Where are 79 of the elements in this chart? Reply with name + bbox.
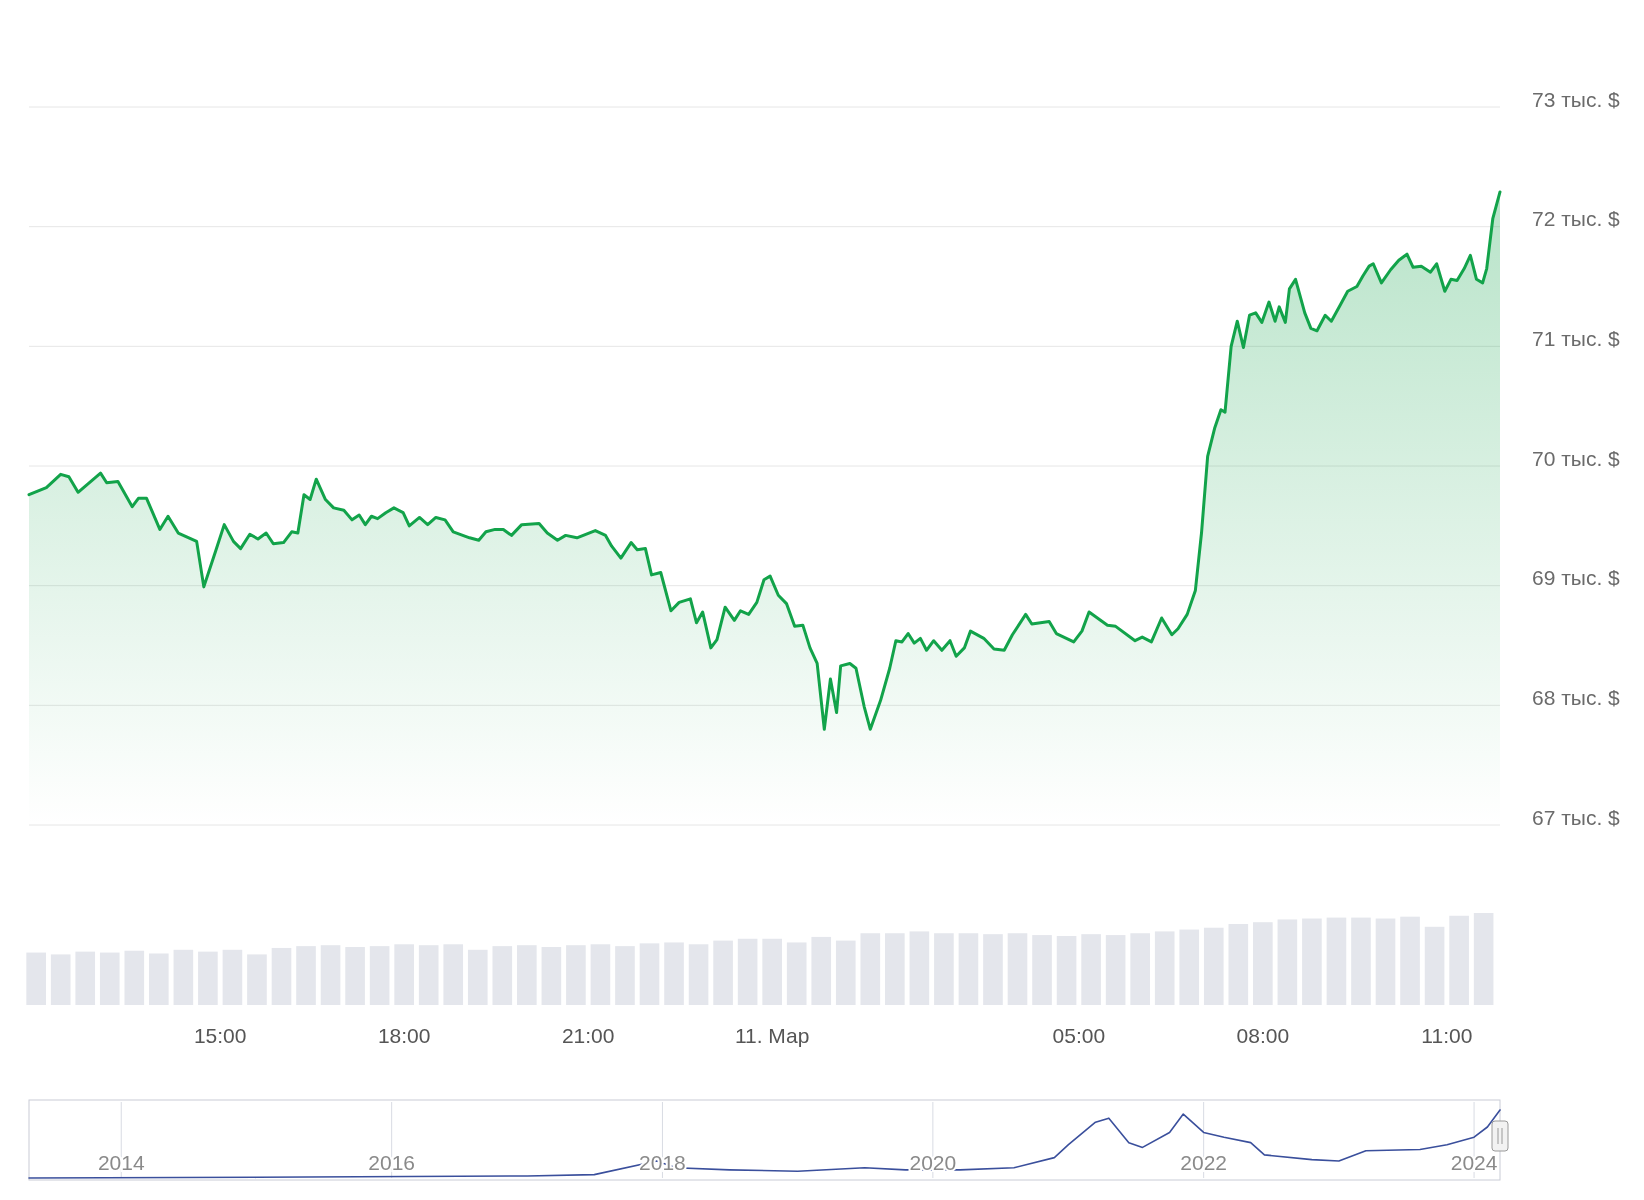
- bar: [443, 944, 464, 1005]
- bar: [1351, 917, 1371, 1005]
- bar: [467, 949, 488, 1005]
- y-tick-label: 70 тыс. $: [1532, 446, 1621, 470]
- x-tick-label: 11:00: [1421, 1024, 1473, 1047]
- bar: [737, 938, 758, 1005]
- bar: [222, 949, 243, 1005]
- bar: [1032, 935, 1052, 1005]
- bar: [1449, 915, 1469, 1005]
- bar: [99, 952, 120, 1005]
- bar: [1179, 929, 1200, 1005]
- x-tick-label: 2022: [1180, 1151, 1228, 1174]
- bar: [1130, 933, 1150, 1005]
- bar: [124, 950, 145, 1005]
- x-tick-label: 18:00: [377, 1024, 431, 1047]
- x-tick-label: 2020: [909, 1151, 957, 1174]
- bar: [762, 938, 782, 1005]
- bar: [1253, 922, 1273, 1005]
- bar: [345, 947, 365, 1005]
- bar: [1424, 926, 1445, 1005]
- bar: [1473, 913, 1494, 1005]
- bar: [909, 931, 930, 1005]
- bar: [1302, 918, 1322, 1005]
- bar: [1228, 924, 1249, 1005]
- y-tick-label: 72 тыс. $: [1532, 207, 1621, 231]
- x-tick-label: 21:00: [561, 1024, 615, 1047]
- y-tick-label: 73 тыс. $: [1532, 87, 1621, 111]
- x-tick-label: 2016: [368, 1151, 416, 1174]
- bar: [566, 945, 586, 1005]
- y-tick-label: 69 тыс. $: [1532, 566, 1621, 590]
- bar: [811, 936, 832, 1005]
- bar: [885, 933, 905, 1005]
- bar: [492, 946, 513, 1005]
- bar: [713, 940, 733, 1005]
- x-tick-label: 11. Мар: [734, 1024, 810, 1047]
- bar: [615, 946, 635, 1005]
- bar: [958, 933, 979, 1005]
- y-tick-label: 68 тыс. $: [1532, 685, 1621, 709]
- bar: [1203, 927, 1224, 1005]
- bar: [1056, 936, 1077, 1005]
- bar: [75, 951, 96, 1005]
- bar: [590, 944, 611, 1005]
- bar: [173, 949, 194, 1005]
- x-tick-label: 15:00: [193, 1024, 247, 1047]
- y-tick-label: 67 тыс. $: [1532, 805, 1621, 829]
- bar: [1081, 934, 1101, 1005]
- bar: [50, 954, 71, 1005]
- bar: [1326, 917, 1347, 1005]
- bar: [860, 933, 881, 1005]
- bar: [517, 945, 537, 1005]
- bar: [1277, 919, 1298, 1005]
- bar: [688, 944, 709, 1005]
- bar: [247, 954, 267, 1005]
- bar: [394, 944, 414, 1005]
- bar: [639, 943, 660, 1005]
- y-tick-label: 71 тыс. $: [1532, 326, 1621, 350]
- bar: [1007, 933, 1028, 1005]
- bar: [983, 934, 1003, 1005]
- bar: [934, 933, 954, 1005]
- bar: [1400, 916, 1420, 1005]
- x-tick-label: 08:00: [1236, 1024, 1290, 1047]
- bar: [149, 953, 169, 1005]
- bar: [1105, 935, 1126, 1005]
- bar: [320, 945, 341, 1005]
- bar: [418, 945, 439, 1005]
- bar: [198, 951, 218, 1005]
- bar: [1154, 931, 1175, 1005]
- bar: [26, 952, 46, 1005]
- bar: [786, 942, 807, 1005]
- x-tick-label: 2024: [1450, 1151, 1498, 1174]
- bar: [541, 947, 562, 1005]
- bar: [1375, 918, 1396, 1005]
- bar: [369, 946, 390, 1005]
- x-tick-label: 2014: [97, 1151, 145, 1174]
- bar: [835, 940, 856, 1005]
- bar: [664, 942, 684, 1005]
- bar: [296, 946, 316, 1005]
- x-tick-label: 05:00: [1052, 1024, 1106, 1047]
- bar: [271, 947, 292, 1005]
